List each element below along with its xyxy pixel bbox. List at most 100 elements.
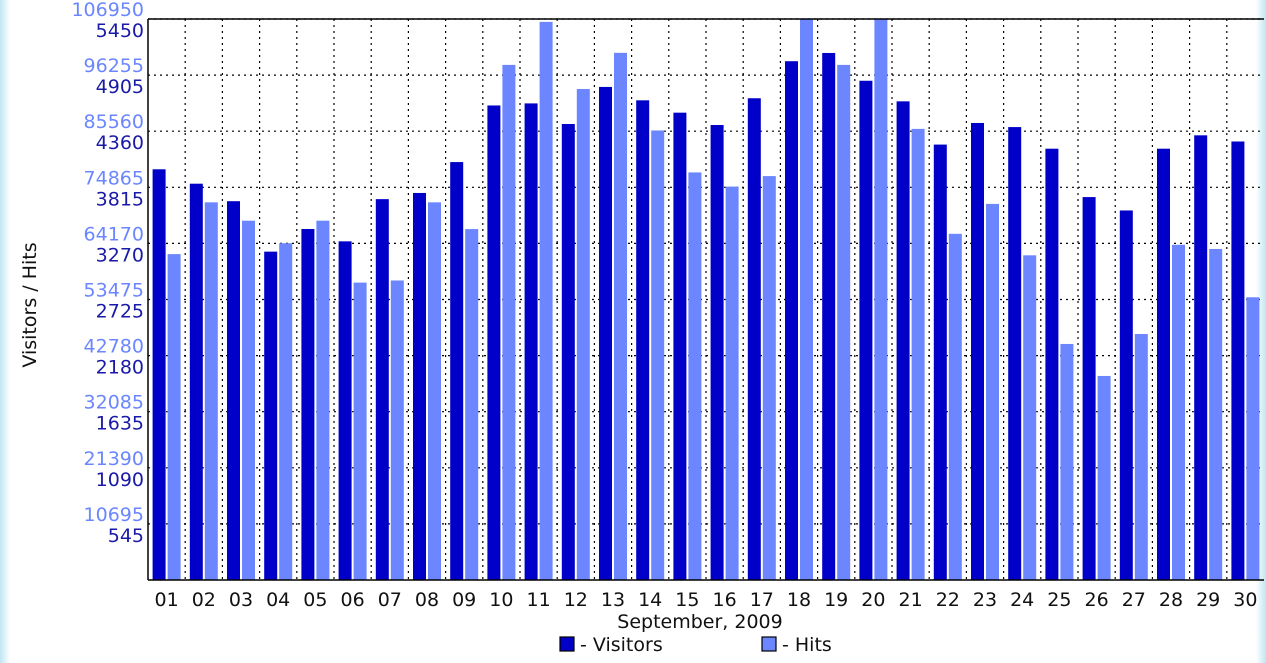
visitors-bar: [673, 112, 687, 580]
visitors-bar: [413, 192, 426, 580]
axes: [147, 18, 1264, 581]
left-border-decoration: [0, 0, 10, 663]
hits-bar: [911, 128, 925, 580]
hits-bar: [204, 202, 218, 580]
hits-bar: [167, 254, 181, 580]
hits-bar: [279, 243, 293, 581]
visitors-bar: [933, 144, 947, 580]
right-border-decoration: [1256, 0, 1266, 663]
hits-bar: [1172, 244, 1185, 580]
hits-bar: [428, 202, 441, 580]
hits-bar: [837, 64, 851, 581]
x-tick-label: 01: [155, 589, 179, 611]
visitors-bar: [599, 86, 612, 580]
y-tick-label-visitors: 4360: [96, 132, 144, 154]
hits-bar: [1209, 249, 1223, 580]
visitors-bar: [785, 61, 798, 580]
legend-swatch: [559, 636, 575, 652]
grid: [148, 18, 1264, 580]
visitors-bar: [189, 183, 203, 580]
hits-bar: [576, 89, 590, 581]
y-tick-label-visitors: 1090: [96, 469, 144, 491]
x-tick-label: 30: [1233, 589, 1257, 611]
hits-bar: [242, 220, 255, 580]
visitors-bar: [896, 101, 910, 580]
visitors-bar: [338, 241, 352, 580]
visitors-bar: [1194, 135, 1208, 580]
y-tick-label-visitors: 5450: [96, 20, 144, 42]
visitors-bar: [1008, 127, 1022, 580]
hits-bar: [651, 130, 665, 580]
y-tick-label-visitors: 3270: [96, 244, 144, 266]
x-tick-label: 02: [192, 589, 216, 611]
x-tick-label: 05: [303, 589, 327, 611]
x-tick-label: 27: [1122, 589, 1146, 611]
hits-bar: [725, 186, 739, 580]
legend-swatch: [761, 636, 777, 652]
x-tick-label: 17: [750, 589, 774, 611]
legend: - Visitors - Hits: [559, 634, 832, 656]
legend-label: - Hits: [782, 634, 832, 656]
hits-bar: [1097, 375, 1111, 580]
x-tick-label: 08: [415, 589, 439, 611]
visitors-bar: [487, 105, 501, 580]
visitors-bar: [1082, 197, 1096, 580]
visitors-bar: [450, 162, 464, 580]
visitors-bar: [971, 122, 984, 580]
x-tick-label: 12: [564, 589, 588, 611]
x-tick-label: 23: [973, 589, 997, 611]
y-tick-label-hits: 96255: [84, 55, 144, 77]
x-tick-label: 10: [489, 589, 513, 611]
hits-bar: [316, 220, 330, 580]
x-tick-label: 25: [1047, 589, 1071, 611]
x-tick-label: 06: [341, 589, 365, 611]
visitors-bar: [524, 103, 538, 580]
visitors-bar: [1045, 148, 1059, 580]
x-tick-label: 16: [713, 589, 737, 611]
x-tick-label: 09: [452, 589, 476, 611]
y-tick-label-visitors: 2725: [96, 301, 144, 323]
y-tick-label-visitors: 545: [108, 525, 144, 547]
hits-bar: [614, 52, 627, 580]
x-tick-label: 21: [899, 589, 923, 611]
hits-bar: [1023, 255, 1037, 580]
x-tick-label: 29: [1196, 589, 1220, 611]
hits-bar: [800, 19, 813, 580]
hits-bar: [986, 203, 999, 580]
x-tick-label: 22: [936, 589, 960, 611]
x-tick-label: 04: [266, 589, 290, 611]
y-tick-label-visitors: 1635: [96, 413, 144, 435]
hits-bar: [1246, 297, 1260, 580]
hits-bar: [762, 176, 776, 580]
hits-bar: [688, 172, 702, 580]
hits-bar: [539, 21, 553, 580]
x-tick-label: 20: [861, 589, 885, 611]
y-tick-label-hits: 42780: [84, 336, 144, 358]
visitors-bar: [375, 199, 389, 580]
x-tick-label: 11: [527, 589, 551, 611]
visitors-bar: [710, 125, 724, 580]
y-axis-title: Visitors / Hits: [19, 242, 41, 367]
visitors-bar: [264, 251, 278, 580]
hits-bar: [1060, 343, 1074, 580]
hits-bar: [390, 280, 404, 580]
hits-bar: [502, 64, 516, 581]
y-tick-label-visitors: 4905: [96, 76, 144, 98]
y-tick-label-hits: 21390: [84, 448, 144, 470]
y-tick-label-hits: 53475: [84, 280, 144, 302]
visitors-bar: [859, 80, 873, 580]
visitors-bar: [1231, 141, 1245, 580]
visitors-bar: [747, 98, 761, 580]
visitors-bar: [1119, 210, 1133, 580]
bars: [152, 19, 1260, 581]
x-tick-label: 18: [787, 589, 811, 611]
hits-bar: [1134, 333, 1148, 580]
visitors-bar: [636, 100, 650, 580]
x-tick-label: 19: [824, 589, 848, 611]
x-tick-label: 15: [675, 589, 699, 611]
x-tick-label: 13: [601, 589, 625, 611]
x-tick-labels: 01 02 03 04 05 06 07 08 09 10 11 12 13 14 15 16 17 18 19 20…: [155, 589, 1258, 611]
